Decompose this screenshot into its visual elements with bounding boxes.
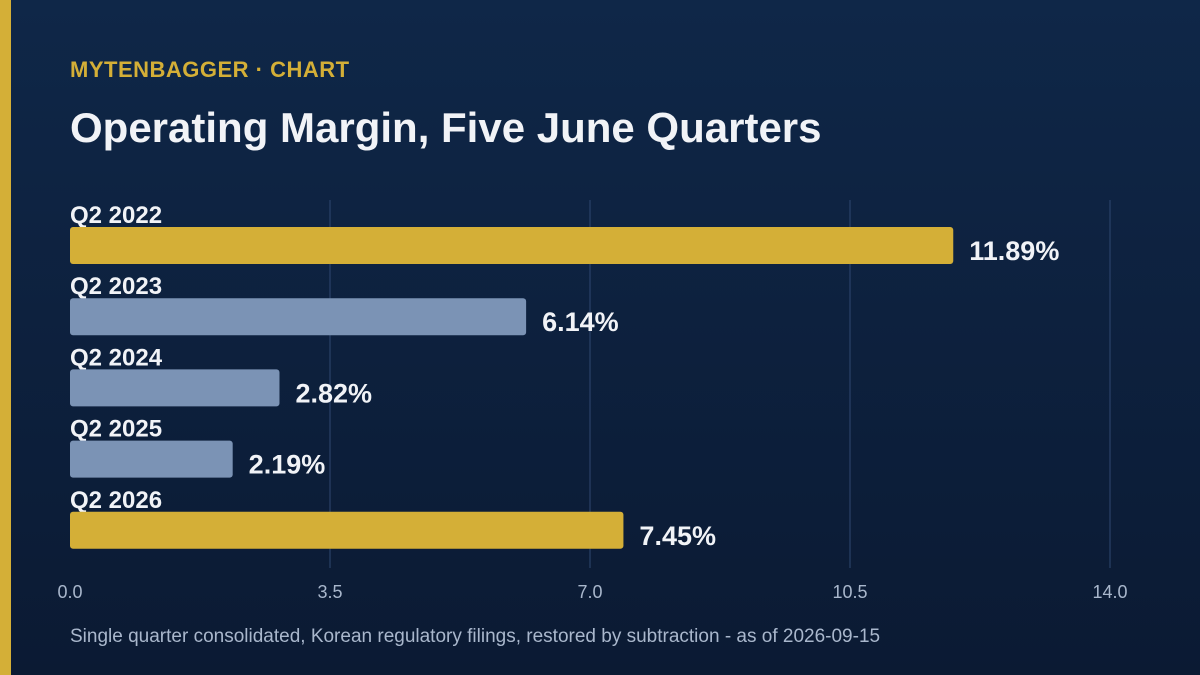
category-label: Q2 2022	[70, 202, 162, 229]
value-label: 11.89%	[969, 236, 1059, 266]
accent-bar	[0, 0, 11, 675]
bar	[70, 227, 954, 264]
category-label: Q2 2026	[70, 487, 162, 514]
x-tick-label: 10.5	[832, 582, 867, 602]
x-tick-label: 3.5	[317, 582, 342, 602]
x-tick-label: 7.0	[577, 582, 602, 602]
value-label: 2.19%	[249, 450, 326, 480]
brand-label: MYTENBAGGER · CHART	[70, 57, 350, 82]
footnote: Single quarter consolidated, Korean regu…	[70, 626, 881, 647]
bar	[70, 440, 233, 478]
value-label: 2.82%	[295, 378, 372, 408]
bar	[70, 298, 527, 336]
chart-title: Operating Margin, Five June Quarters	[70, 104, 822, 151]
bar	[70, 369, 280, 407]
category-label: Q2 2024	[70, 344, 163, 371]
value-label: 6.14%	[542, 307, 619, 337]
x-tick-label: 14.0	[1092, 582, 1127, 602]
bar	[70, 511, 624, 549]
x-tick-label: 0.0	[57, 582, 82, 602]
category-label: Q2 2025	[70, 416, 162, 443]
category-label: Q2 2023	[70, 273, 162, 300]
value-label: 7.45%	[639, 521, 716, 551]
